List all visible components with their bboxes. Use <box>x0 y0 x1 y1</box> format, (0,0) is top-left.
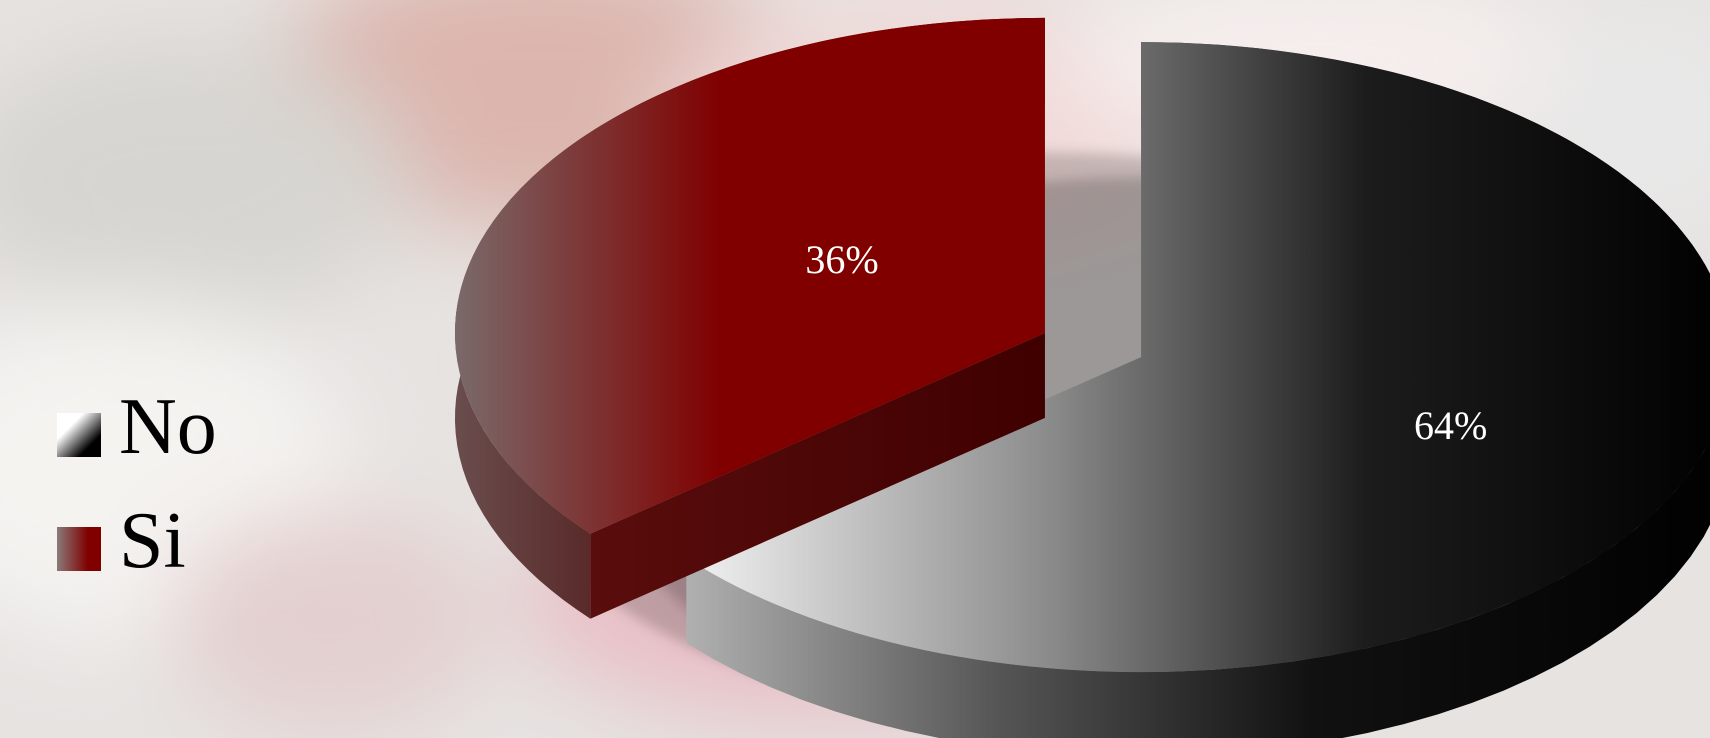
legend-label: Si <box>119 497 186 585</box>
data-label-si: 36% <box>805 237 878 282</box>
slice-top-si <box>454 17 1045 534</box>
pie-slice-no <box>686 42 1710 738</box>
legend-label: No <box>119 383 217 471</box>
legend-swatch-no <box>57 413 101 457</box>
legend-swatch-si <box>57 527 101 571</box>
slice-top-no <box>686 42 1710 673</box>
data-label-no: 64% <box>1414 403 1487 448</box>
slice-inner-wall-si <box>590 332 1045 619</box>
slice-side-no <box>686 42 1710 738</box>
pie-slice-si <box>454 17 1045 619</box>
